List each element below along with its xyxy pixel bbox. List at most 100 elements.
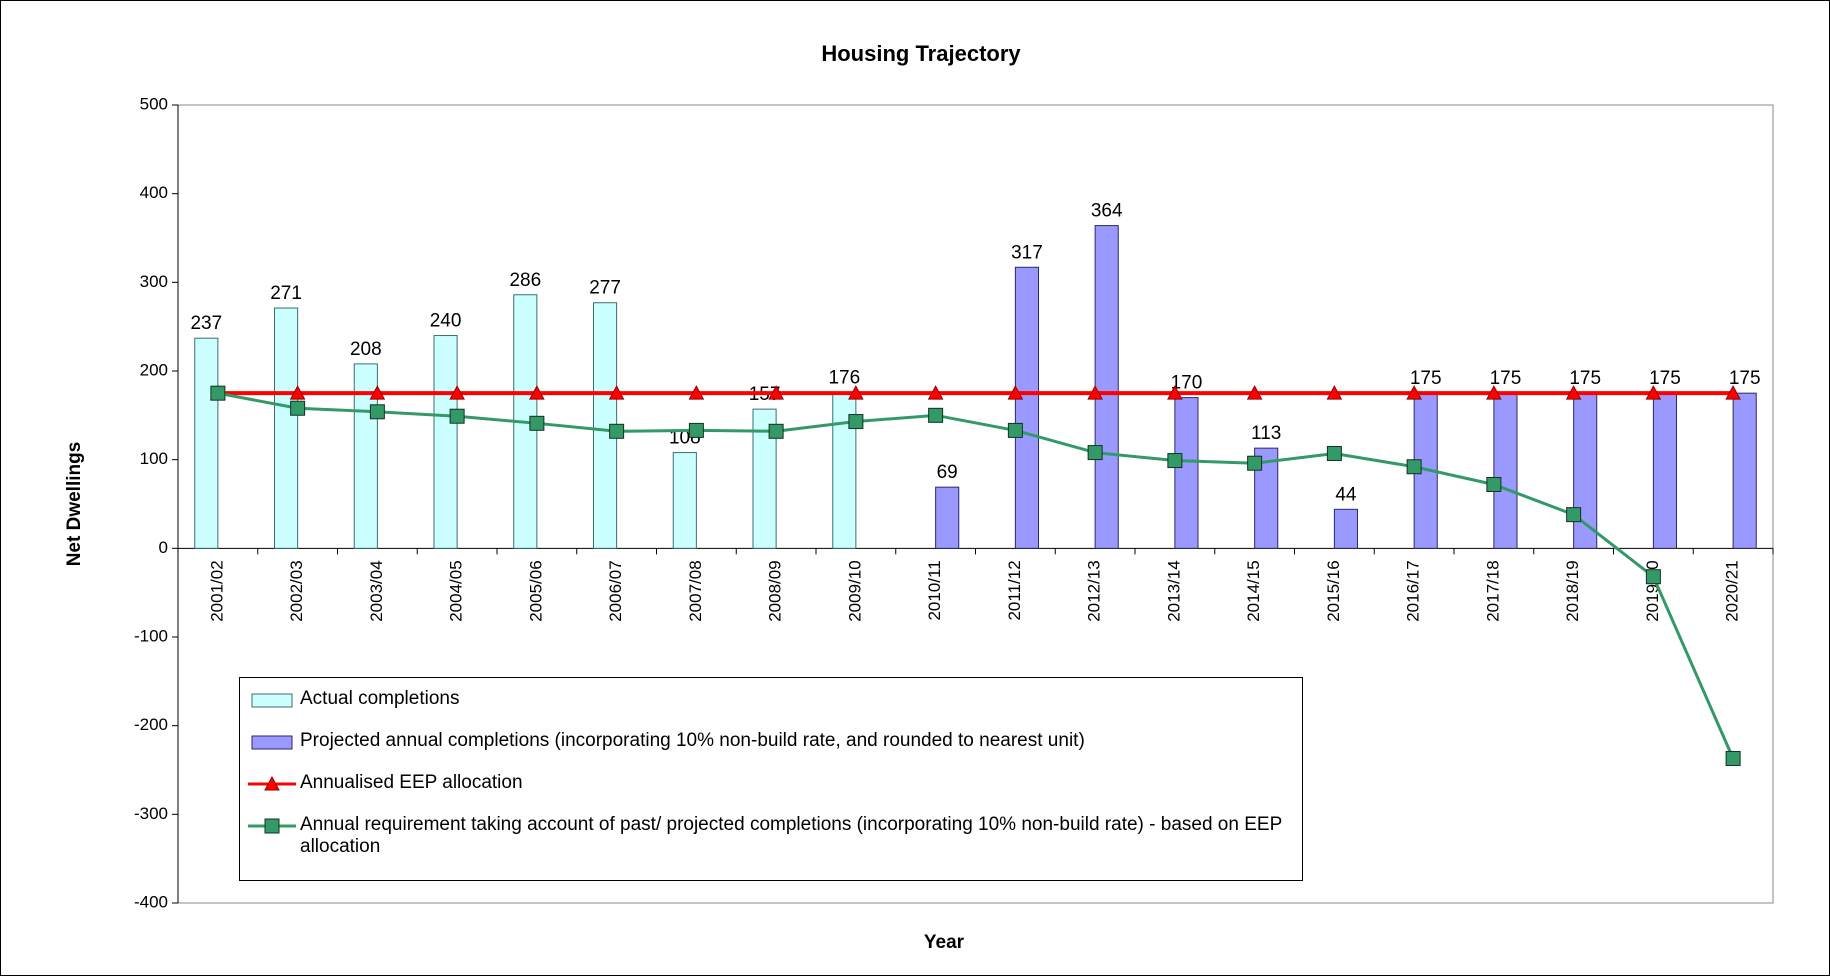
x-tick-label: 2018/19 [1563,560,1582,621]
marker [927,385,944,400]
x-tick-label: 2004/05 [447,560,466,621]
data-label: 175 [1729,368,1761,389]
legend-entry: Annualised EEP allocation [248,772,1294,794]
bar [1493,392,1518,549]
legend-swatch-box [251,735,293,750]
data-label: 170 [1171,373,1203,394]
marker [449,408,465,424]
x-axis-label: Year [924,932,965,953]
bar [433,335,458,549]
marker [688,385,705,400]
marker [1247,455,1263,471]
data-label: 240 [430,311,462,332]
bar [273,307,299,549]
data-label: 208 [350,339,382,360]
marker [1087,445,1103,461]
legend-marker [264,818,280,834]
bar [1732,392,1757,549]
data-label: 237 [190,313,222,334]
data-label: 44 [1335,484,1357,505]
marker [1725,385,1741,400]
bar [672,452,697,549]
marker [1406,459,1422,475]
x-tick-label: 2011/12 [1005,560,1024,620]
marker [768,423,784,439]
data-label: 271 [270,283,302,304]
bar [1094,225,1119,549]
data-label: 286 [509,270,541,291]
marker [210,385,226,401]
line [217,391,1735,760]
y-tick-label: 0 [159,538,168,557]
x-tick-label: 2008/09 [766,560,785,621]
x-tick-label: 2010/11 [925,560,944,620]
legend-entry: Annual requirement taking account of pas… [248,814,1294,858]
marker [1566,507,1582,523]
x-tick-label: 2020/21 [1723,560,1742,621]
legend-label: Annualised EEP allocation [300,772,523,793]
marker [1087,385,1103,400]
legend-marker [264,775,280,791]
bar [1652,392,1678,549]
marker [290,400,306,416]
bar [1014,266,1040,549]
legend: Actual completions Projected annual compl… [239,677,1303,881]
x-tick-label: 2012/13 [1085,560,1104,621]
marker [369,385,386,400]
legend-swatch [251,693,293,708]
marker [848,385,864,400]
data-label: 317 [1011,242,1043,263]
y-tick-label: 300 [140,272,168,291]
x-tick-label: 2007/08 [686,560,705,621]
legend-swatch [248,818,296,834]
marker [1246,385,1263,400]
marker [1167,385,1183,400]
bar [1333,508,1359,549]
marker [1007,385,1024,400]
legend-swatch [248,775,296,791]
bar [194,337,219,549]
legend-swatch [251,735,293,750]
y-tick-label: 200 [140,360,168,379]
chart-title: Housing Trajectory [821,41,1021,66]
x-tick-label: 2009/10 [845,560,864,621]
marker [1007,422,1023,438]
marker [1167,453,1183,469]
y-tick-label: 400 [140,183,168,202]
marker [848,414,864,430]
x-tick-label: 2003/04 [367,560,386,621]
marker [1326,385,1343,400]
data-label: 175 [1410,368,1442,389]
data-label: 69 [937,462,958,483]
bar [935,486,960,549]
marker [688,422,704,438]
marker [1406,385,1422,400]
y-tick-label: -400 [134,892,168,911]
x-tick-label: 2014/15 [1244,560,1263,621]
marker [928,407,944,423]
y-tick-label: 100 [140,449,168,468]
bar [1254,447,1279,549]
data-label: 113 [1251,423,1281,444]
x-tick-label: 2002/03 [287,560,306,621]
x-tick-label: 2001/02 [207,560,226,621]
marker [768,385,784,400]
y-tick-label: 500 [140,94,168,113]
marker [449,385,465,400]
x-tick-label: 2013/14 [1164,560,1183,621]
data-label: 175 [1490,368,1522,389]
y-tick-label: -100 [134,626,168,645]
marker [1486,476,1502,492]
legend-label: Projected annual completions (incorporat… [300,730,1085,751]
marker [1486,385,1502,400]
x-tick-label: 2015/16 [1324,560,1343,621]
bar [1174,397,1199,549]
data-label: 175 [1649,368,1681,389]
marker [1645,569,1661,585]
marker [289,385,306,400]
legend-entry: Projected annual completions (incorporat… [248,730,1294,752]
data-label: 364 [1091,201,1123,222]
legend-entry: Actual completions [248,688,1294,710]
